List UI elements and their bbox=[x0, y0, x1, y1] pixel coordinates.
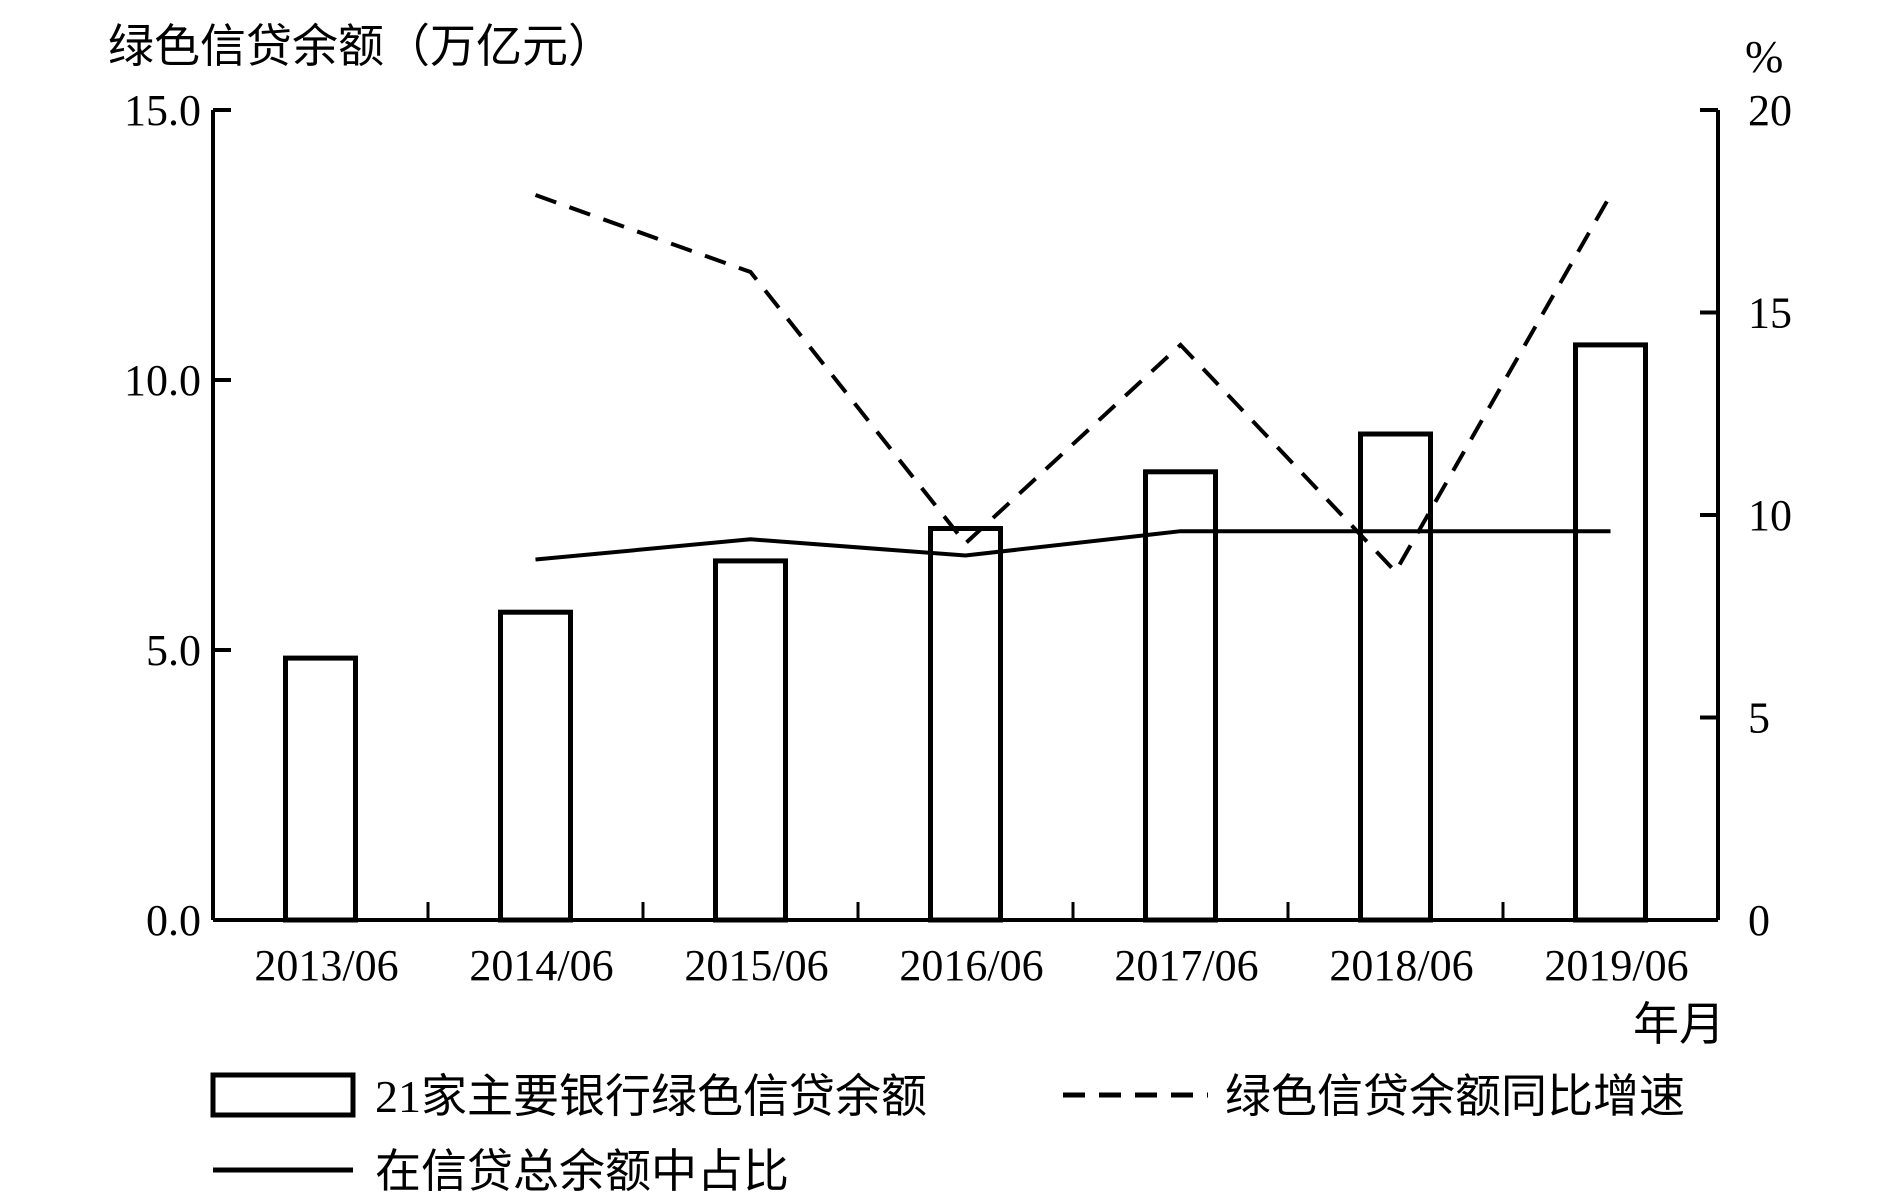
x-tick-label: 2017/06 bbox=[1114, 941, 1258, 990]
lines bbox=[534, 193, 1613, 576]
bar bbox=[713, 558, 788, 923]
x-axis-title: 年月 bbox=[1633, 999, 1725, 1050]
y-right-tick-label: 15 bbox=[1748, 289, 1792, 338]
x-tick-label: 2014/06 bbox=[469, 941, 613, 990]
share-line bbox=[535, 529, 1611, 562]
bar bbox=[498, 609, 573, 923]
bar bbox=[928, 526, 1003, 923]
legend-swatch-bar bbox=[210, 1072, 356, 1118]
y-left-tick-label: 5.0 bbox=[146, 626, 201, 675]
bar bbox=[1143, 469, 1218, 923]
x-tick-label: 2016/06 bbox=[899, 941, 1043, 990]
y-left-tick-label: 10.0 bbox=[124, 356, 201, 405]
bar bbox=[1573, 342, 1648, 923]
x-tick-label: 2013/06 bbox=[254, 941, 398, 990]
y-right-tick-label: 20 bbox=[1748, 86, 1792, 135]
growth-rate-line bbox=[534, 193, 1613, 576]
x-tick-label: 2019/06 bbox=[1544, 941, 1688, 990]
y-right-tick-label: 0 bbox=[1748, 896, 1770, 945]
y-axis-left-title: 绿色信贷余额（万亿元） bbox=[108, 21, 614, 72]
bar bbox=[1358, 431, 1433, 923]
bar bbox=[283, 655, 358, 923]
x-tick-label: 2018/06 bbox=[1329, 941, 1473, 990]
y-right-tick-label: 5 bbox=[1748, 694, 1770, 743]
legend-label-growth: 绿色信贷余额同比增速 bbox=[1225, 1071, 1685, 1122]
y-axis-right-title: % bbox=[1745, 31, 1783, 82]
y-left-tick-label: 0.0 bbox=[146, 896, 201, 945]
legend-label-bar: 21家主要银行绿色信贷余额 bbox=[375, 1071, 927, 1122]
legend-label-share: 在信贷总余额中占比 bbox=[375, 1146, 789, 1197]
y-right-tick-label: 10 bbox=[1748, 491, 1792, 540]
y-left-tick-label: 15.0 bbox=[124, 86, 201, 135]
bars bbox=[283, 342, 1648, 923]
x-tick-label: 2015/06 bbox=[684, 941, 828, 990]
tick-labels: 0.0 5.0 10.0 15.0 0 5 10 15 20 2013/06 2014/06 2015… bbox=[124, 86, 1792, 990]
